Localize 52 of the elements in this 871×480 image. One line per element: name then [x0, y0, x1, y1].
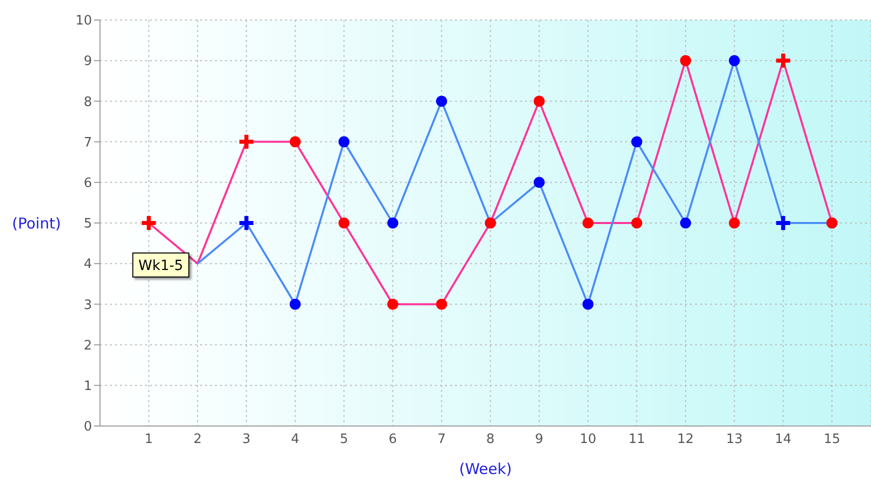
point: [436, 96, 448, 107]
y-tick-label: 8: [84, 94, 92, 110]
x-tick-label: 9: [535, 432, 544, 448]
point: [290, 136, 301, 148]
y-tick-label: 7: [84, 135, 92, 150]
point: [728, 218, 740, 228]
x-tick-label: 12: [677, 432, 694, 448]
x-tick-label: 14: [774, 432, 792, 448]
x-tick-label: 5: [340, 432, 348, 448]
x-tick-label: 4: [291, 432, 300, 448]
point: [582, 218, 594, 228]
y-tick-label: 9: [84, 54, 92, 70]
x-tick-label: 7: [437, 432, 446, 448]
point: [728, 55, 740, 66]
y-axis-title: (Point): [12, 214, 61, 232]
point: [534, 176, 545, 188]
point: [774, 214, 792, 232]
point: [582, 298, 594, 310]
point: [631, 218, 642, 228]
y-tick-label: 2: [84, 338, 92, 354]
x-tick-label: 11: [628, 432, 646, 448]
point: [290, 298, 301, 310]
y-tick-label: 1: [84, 379, 92, 394]
annotation: Wk1-5: [138, 258, 184, 274]
point: [534, 96, 545, 107]
point: [680, 55, 692, 66]
point: [237, 132, 256, 151]
point: [338, 136, 350, 148]
y-tick-label: 4: [84, 257, 92, 272]
x-tick-label: 2: [193, 432, 202, 448]
x-tick-label: 1: [144, 432, 153, 448]
point: [680, 218, 692, 228]
y-tick-label: 5: [84, 216, 92, 232]
point: [387, 218, 398, 228]
x-tick-label: 3: [242, 432, 251, 448]
point: [436, 298, 448, 310]
y-tick-label: 0: [84, 420, 92, 435]
y-tick-label: 10: [75, 14, 92, 29]
x-tick-label: 15: [824, 432, 840, 448]
x-tick-label: 13: [726, 432, 743, 448]
point: [237, 214, 256, 232]
x-axis-title: (Week): [459, 460, 512, 478]
point: [140, 214, 158, 232]
x-tick-label: 10: [580, 432, 596, 448]
y-tick-label: 3: [84, 298, 92, 313]
point: [387, 298, 398, 310]
point: [338, 218, 350, 228]
x-tick-label: 6: [388, 432, 397, 448]
y-tick-label: 6: [84, 176, 92, 192]
x-tick-label: 8: [486, 432, 495, 448]
point: [631, 136, 642, 148]
point: [774, 52, 792, 70]
